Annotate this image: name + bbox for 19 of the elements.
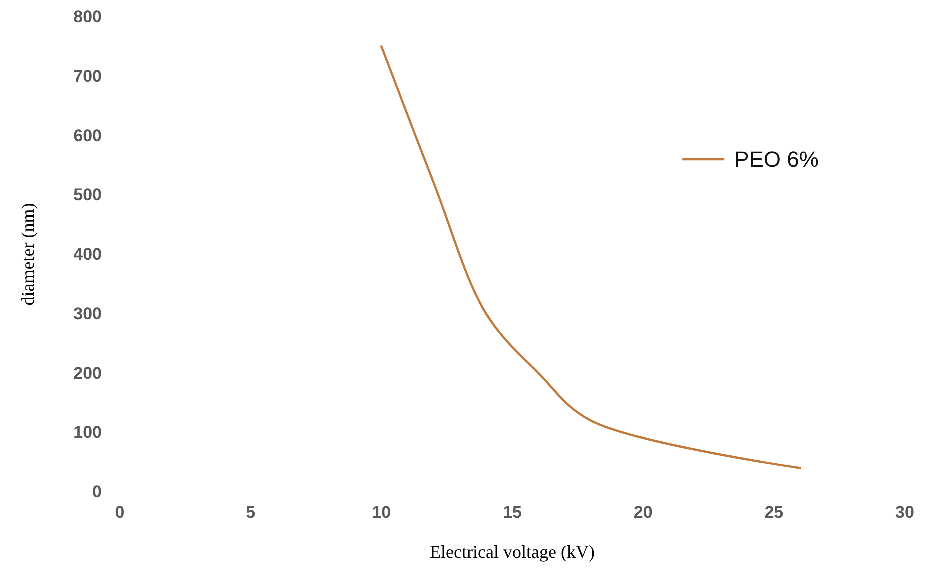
y-tick-label: 200	[74, 364, 102, 383]
x-tick-label: 5	[246, 503, 256, 522]
y-tick-label: 700	[74, 66, 102, 86]
y-tick-label: 300	[74, 304, 102, 324]
x-tick-label: 20	[634, 503, 653, 522]
x-axis-title: Electrical voltage (kV)	[430, 542, 595, 562]
y-tick-label: 100	[74, 423, 102, 442]
x-tick-label: 15	[503, 503, 522, 522]
x-tick-label: 25	[764, 503, 784, 522]
x-tick-label: 10	[372, 503, 392, 522]
y-axis-title: diameter (nm)	[18, 203, 38, 306]
y-tick-label: 800	[74, 8, 102, 26]
legend-label: PEO 6%	[734, 147, 819, 172]
x-tick-label: 0	[115, 503, 125, 522]
y-tick-label: 500	[74, 186, 102, 205]
x-tick-label: 30	[896, 503, 914, 522]
y-tick-label: 400	[74, 245, 102, 264]
y-tick-label: 0	[92, 482, 102, 502]
y-tick-label: 600	[74, 126, 102, 146]
